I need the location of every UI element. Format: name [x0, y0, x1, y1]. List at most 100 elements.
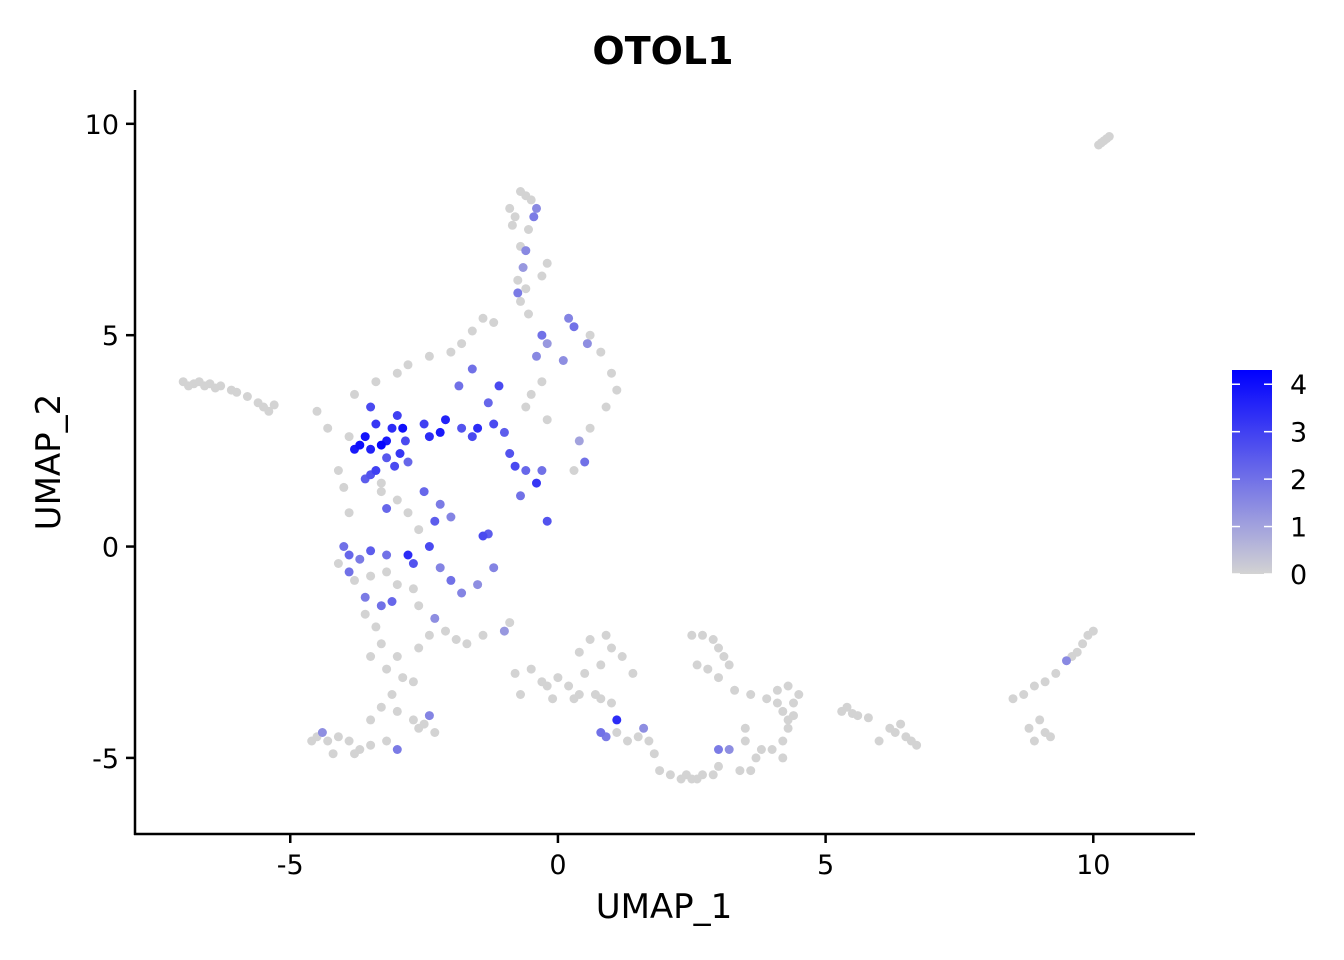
data-point	[454, 381, 464, 391]
data-point	[521, 402, 531, 412]
data-point	[430, 613, 440, 623]
data-point	[569, 466, 579, 475]
data-point	[612, 728, 622, 737]
data-point	[382, 504, 392, 513]
data-point	[542, 516, 552, 526]
data-point	[532, 351, 541, 361]
data-point	[382, 567, 392, 577]
data-point	[414, 643, 424, 653]
data-point	[494, 381, 504, 391]
data-point	[751, 753, 761, 763]
data-point	[387, 690, 397, 699]
data-point	[403, 457, 413, 467]
data-point	[392, 745, 402, 754]
chart-title: OTOL1	[592, 29, 733, 73]
data-point	[333, 559, 343, 568]
data-point	[1088, 626, 1098, 636]
data-point	[430, 728, 440, 737]
data-point	[451, 635, 461, 644]
data-point	[382, 453, 392, 463]
data-point	[794, 690, 804, 699]
data-point	[414, 525, 424, 535]
data-point	[424, 542, 434, 551]
data-point	[708, 770, 718, 780]
data-point	[548, 694, 558, 704]
data-point	[612, 715, 622, 725]
data-point	[390, 461, 400, 471]
data-point	[478, 531, 488, 541]
data-point	[521, 284, 531, 294]
data-point	[392, 368, 402, 378]
data-point	[569, 694, 579, 704]
data-point	[532, 203, 541, 213]
data-point	[558, 356, 568, 365]
data-point	[1029, 681, 1039, 691]
data-point	[478, 630, 488, 640]
data-point	[607, 698, 616, 708]
data-point	[607, 368, 616, 378]
data-point	[424, 630, 434, 640]
data-point	[569, 322, 579, 332]
data-point	[585, 635, 595, 644]
data-point	[419, 487, 429, 497]
data-point	[553, 673, 563, 683]
data-point	[687, 630, 697, 640]
data-point	[644, 736, 654, 746]
data-point	[398, 673, 408, 683]
data-point	[424, 432, 434, 442]
data-point	[462, 639, 472, 649]
data-point	[1046, 732, 1055, 742]
data-point	[403, 508, 413, 518]
data-point	[521, 466, 531, 475]
data-point	[526, 389, 536, 399]
data-point	[467, 432, 477, 442]
data-point	[478, 313, 488, 323]
data-point	[714, 673, 723, 683]
data-point	[376, 702, 386, 712]
data-point	[585, 423, 595, 433]
data-point	[601, 402, 611, 412]
data-point	[473, 580, 483, 590]
data-point	[596, 694, 606, 704]
data-point	[708, 635, 718, 644]
data-point	[582, 339, 592, 349]
data-point	[499, 626, 509, 636]
data-point	[681, 770, 691, 780]
data-point	[328, 749, 338, 759]
data-point	[724, 660, 734, 670]
data-point	[596, 660, 606, 670]
data-point	[874, 736, 884, 746]
data-point	[392, 706, 402, 716]
data-point	[419, 419, 429, 429]
data-point	[360, 609, 370, 619]
data-point	[424, 711, 434, 721]
data-point	[312, 406, 322, 416]
data-point	[762, 694, 772, 704]
data-point	[639, 723, 649, 733]
data-point	[612, 385, 622, 395]
data-point	[339, 482, 349, 492]
data-point	[698, 630, 707, 640]
data-point	[376, 487, 386, 497]
data-point	[516, 491, 525, 501]
data-point	[376, 639, 386, 649]
data-point	[1029, 736, 1039, 746]
data-point	[505, 449, 515, 458]
data-point	[1078, 639, 1088, 649]
data-point	[350, 575, 359, 585]
data-point	[339, 542, 349, 551]
data-point	[601, 630, 611, 640]
data-point	[366, 444, 376, 454]
data-point	[778, 753, 788, 763]
data-point	[532, 478, 541, 488]
colorbar-tick-label: 0	[1290, 560, 1307, 591]
colorbar-tick-label: 1	[1290, 513, 1307, 544]
data-point	[537, 377, 547, 387]
data-point	[789, 698, 798, 708]
data-point	[435, 427, 445, 437]
data-point	[596, 347, 606, 357]
x-tick-label: 0	[549, 850, 566, 881]
data-point	[473, 423, 483, 433]
data-point	[371, 622, 381, 632]
